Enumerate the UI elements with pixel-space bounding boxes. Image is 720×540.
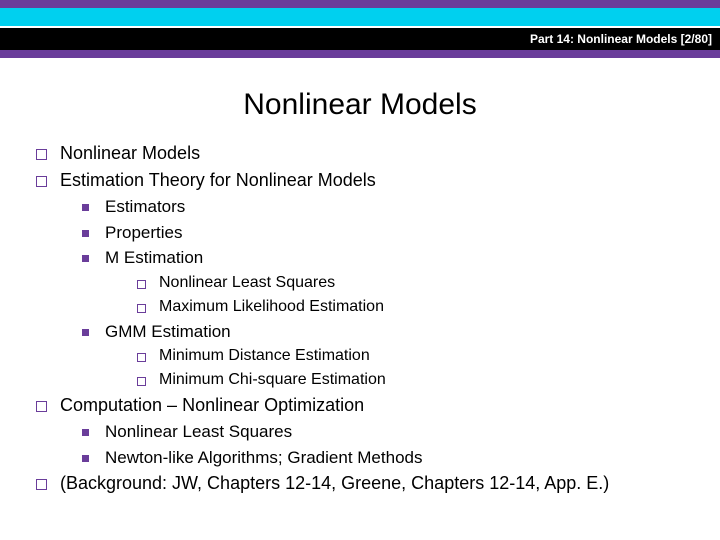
outline-subitem: Newton-like Algorithms; Gradient Methods — [70, 445, 710, 471]
header-black-bar: Part 14: Nonlinear Models [2/80] — [0, 28, 720, 50]
outline-label: Nonlinear Models — [60, 143, 200, 163]
outline-subsubitem: Minimum Distance Estimation — [125, 344, 710, 368]
outline-label: Properties — [105, 223, 182, 242]
outline-subitem: Nonlinear Least Squares — [70, 419, 710, 445]
outline-item: Computation – Nonlinear Optimization Non… — [30, 392, 710, 470]
outline-label: M Estimation — [105, 248, 203, 267]
outline-subsubitem: Minimum Chi-square Estimation — [125, 368, 710, 392]
slide-content: Nonlinear Models Estimation Theory for N… — [0, 140, 720, 497]
outline-subsubitem: Maximum Likelihood Estimation — [125, 295, 710, 319]
outline-item: Estimation Theory for Nonlinear Models E… — [30, 167, 710, 392]
outline-label: Newton-like Algorithms; Gradient Methods — [105, 448, 422, 467]
outline-subsubitem: Nonlinear Least Squares — [125, 271, 710, 295]
outline-label: Computation – Nonlinear Optimization — [60, 395, 364, 415]
outline-subitem: Estimators — [70, 194, 710, 220]
outline-item: (Background: JW, Chapters 12-14, Greene,… — [30, 470, 710, 497]
outline-label: (Background: JW, Chapters 12-14, Greene,… — [60, 473, 609, 493]
header-part-label: Part 14: Nonlinear Models [2/80] — [530, 32, 712, 46]
outline-label: Maximum Likelihood Estimation — [159, 298, 384, 315]
header-purple-bottom — [0, 50, 720, 58]
outline-label: GMM Estimation — [105, 322, 231, 341]
header-purple-top — [0, 0, 720, 8]
outline-label: Estimation Theory for Nonlinear Models — [60, 170, 376, 190]
outline-subitem: M Estimation Nonlinear Least Squares Max… — [70, 245, 710, 319]
outline-label: Nonlinear Least Squares — [159, 274, 335, 291]
slide-header: Part 14: Nonlinear Models [2/80] — [0, 0, 720, 58]
outline-subitem: Properties — [70, 220, 710, 246]
outline-label: Minimum Chi-square Estimation — [159, 371, 386, 388]
outline-label: Estimators — [105, 197, 185, 216]
outline-label: Minimum Distance Estimation — [159, 347, 370, 364]
outline-item: Nonlinear Models — [30, 140, 710, 167]
outline-label: Nonlinear Least Squares — [105, 422, 292, 441]
slide-title: Nonlinear Models — [0, 88, 720, 122]
header-cyan — [0, 8, 720, 26]
outline-subitem: GMM Estimation Minimum Distance Estimati… — [70, 319, 710, 393]
